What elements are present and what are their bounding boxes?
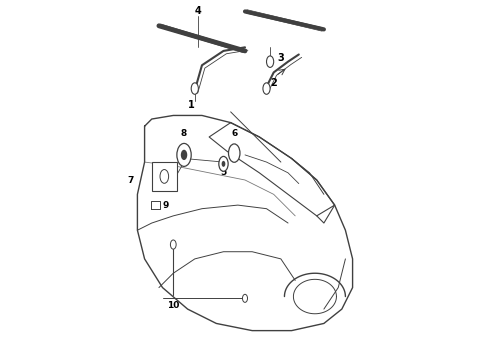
Ellipse shape <box>267 56 274 67</box>
Text: 4: 4 <box>195 6 202 17</box>
Text: 1: 1 <box>188 100 195 110</box>
Text: 10: 10 <box>167 301 179 310</box>
Text: 9: 9 <box>163 201 169 210</box>
Text: 6: 6 <box>231 129 237 138</box>
Ellipse shape <box>243 294 247 302</box>
Text: 2: 2 <box>270 78 277 88</box>
Text: 8: 8 <box>181 129 187 138</box>
Ellipse shape <box>228 144 240 162</box>
Ellipse shape <box>177 143 191 166</box>
Ellipse shape <box>171 240 176 249</box>
Ellipse shape <box>263 83 270 94</box>
Ellipse shape <box>160 170 169 183</box>
Ellipse shape <box>221 161 225 167</box>
Text: 5: 5 <box>220 168 226 177</box>
Text: 7: 7 <box>127 176 133 185</box>
Ellipse shape <box>191 83 198 94</box>
Text: 3: 3 <box>277 53 284 63</box>
Ellipse shape <box>219 156 228 171</box>
FancyBboxPatch shape <box>152 162 177 191</box>
Ellipse shape <box>181 150 187 160</box>
